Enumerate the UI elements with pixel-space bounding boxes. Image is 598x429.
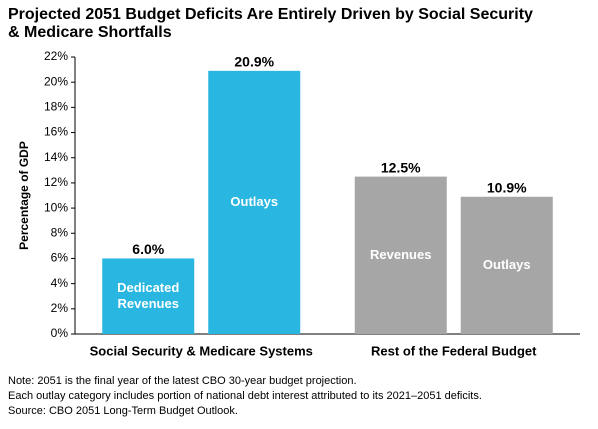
notes: Note: 2051 is the final year of the late… (8, 374, 482, 419)
y-tick-label: 20% (44, 74, 68, 88)
y-tick-label: 12% (44, 175, 68, 189)
bar-label: Outlays (230, 194, 279, 210)
y-tick-label: 10% (44, 200, 68, 214)
y-tick-label: 2% (51, 301, 69, 315)
y-tick-label: 22% (44, 49, 68, 63)
bar-label: Dedicated Revenues (117, 280, 180, 312)
chart-title: Projected 2051 Budget Deficits Are Entir… (8, 6, 533, 41)
bar (102, 258, 195, 334)
bar-label: Revenues (370, 247, 432, 263)
y-tick-label: 0% (51, 326, 69, 340)
value-label: 6.0% (132, 241, 164, 257)
group-label: Rest of the Federal Budget (371, 343, 537, 358)
value-label: 20.9% (234, 54, 274, 70)
y-tick-label: 6% (51, 251, 69, 265)
y-axis-title: Percentage of GDP (17, 141, 31, 250)
value-label: 12.5% (381, 159, 421, 175)
value-label: 10.9% (487, 179, 527, 195)
group-label: Social Security & Medicare Systems (90, 343, 313, 358)
bar (460, 196, 553, 334)
y-tick-label: 16% (44, 125, 68, 139)
y-tick-label: 8% (51, 225, 69, 239)
bar (208, 70, 301, 334)
note-line: Note: 2051 is the final year of the late… (8, 375, 357, 387)
note-line: Source: CBO 2051 Long-Term Budget Outloo… (8, 405, 238, 417)
bar-label: Outlays (482, 257, 531, 273)
bar (354, 176, 447, 334)
y-tick-label: 14% (44, 150, 68, 164)
note-line: Each outlay category includes portion of… (8, 390, 482, 402)
y-tick-label: 18% (44, 100, 68, 114)
y-tick-label: 4% (51, 276, 69, 290)
